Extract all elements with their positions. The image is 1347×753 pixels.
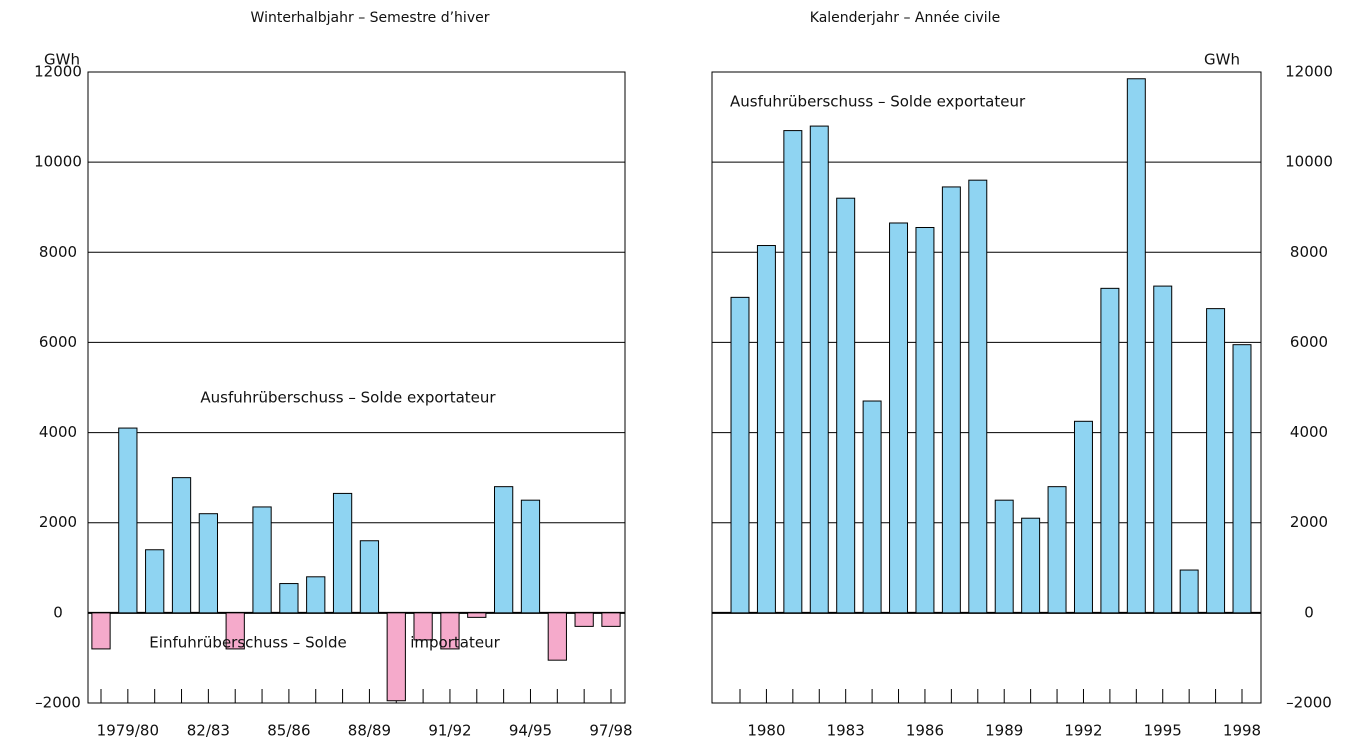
x-tick-label: 88/89: [348, 722, 391, 740]
bar: [1126, 78, 1146, 614]
x-tick-label: 82/83: [187, 722, 230, 740]
y-tick-label: 8000: [1290, 243, 1328, 261]
x-tick-label: 1989: [985, 722, 1023, 740]
bar: [1100, 287, 1120, 614]
bar: [279, 583, 299, 614]
bar: [1047, 486, 1067, 614]
x-tick-label: 1998: [1223, 722, 1261, 740]
bar: [386, 612, 406, 702]
bar: [171, 477, 192, 614]
x-tick-label: 94/95: [509, 722, 552, 740]
y-tick-label: 0: [53, 603, 63, 621]
bar: [968, 179, 988, 614]
bar: [1232, 344, 1252, 614]
y-tick-label: 6000: [39, 333, 77, 351]
bar: [494, 486, 514, 614]
y-tick-label: 2000: [1290, 513, 1328, 531]
bar: [862, 400, 882, 614]
bar: [994, 499, 1014, 614]
bar: [198, 513, 218, 614]
plot-frame: [711, 71, 1262, 704]
bar: [225, 612, 245, 650]
y-tick-label: 6000: [1290, 333, 1328, 351]
x-tick-label: 85/86: [267, 722, 310, 740]
plot-frame: [87, 71, 626, 704]
x-tick-label: 1986: [906, 722, 944, 740]
x-tick-label: 91/92: [428, 722, 471, 740]
bar: [756, 245, 776, 614]
y-tick-label: 10000: [1285, 153, 1333, 171]
bar: [941, 186, 961, 614]
bar: [520, 499, 541, 614]
bar: [145, 549, 165, 614]
bar: [252, 506, 272, 614]
bar: [359, 540, 380, 614]
y-tick-label: 4000: [1290, 423, 1328, 441]
y-tick-label: 2000: [39, 513, 77, 531]
y-tick-label: –2000: [35, 694, 81, 712]
bar: [730, 296, 750, 614]
bar: [1073, 420, 1093, 614]
y-tick-label: 4000: [39, 423, 77, 441]
bar: [809, 125, 829, 614]
bar: [467, 612, 487, 618]
bar: [118, 427, 138, 614]
y-tick-label: 0: [1304, 603, 1314, 621]
bar: [306, 576, 326, 614]
bar: [574, 612, 594, 627]
bar: [1179, 569, 1199, 614]
bar: [1153, 285, 1173, 614]
annotation: Ausfuhrüberschuss – Solde exportateur: [730, 93, 1026, 111]
y-tick-label: 8000: [39, 243, 77, 261]
axis-unit: GWh: [44, 51, 80, 69]
bar: [91, 612, 111, 650]
x-tick-label: 1979/80: [97, 722, 159, 740]
bar: [836, 197, 856, 614]
y-tick-label: –2000: [1286, 694, 1332, 712]
bar: [889, 222, 909, 614]
bar: [413, 612, 433, 641]
annotation: importateur: [410, 634, 500, 652]
x-tick-label: 1983: [827, 722, 865, 740]
bar: [332, 492, 353, 614]
y-tick-label: 12000: [1285, 63, 1333, 81]
x-tick-label: 1980: [747, 722, 785, 740]
axis-unit: GWh: [1204, 51, 1240, 69]
x-tick-label: 97/98: [589, 722, 632, 740]
bar: [547, 612, 567, 661]
bar: [1021, 517, 1041, 614]
annotation: Ausfuhrüberschuss – Solde exportateur: [200, 389, 496, 407]
bar: [440, 612, 460, 650]
y-tick-label: 10000: [34, 153, 82, 171]
bar: [915, 226, 935, 614]
x-tick-label: 1995: [1144, 722, 1182, 740]
annotation: Einfuhrüberschuss – Solde: [149, 634, 346, 652]
x-tick-label: 1992: [1064, 722, 1102, 740]
bar: [1206, 308, 1226, 614]
chart-title: Kalenderjahr – Année civile: [810, 10, 1000, 26]
chart-title: Winterhalbjahr – Semestre d’hiver: [251, 10, 490, 26]
bar: [601, 612, 621, 627]
bar: [783, 130, 803, 614]
y-tick-label: 12000: [34, 63, 82, 81]
